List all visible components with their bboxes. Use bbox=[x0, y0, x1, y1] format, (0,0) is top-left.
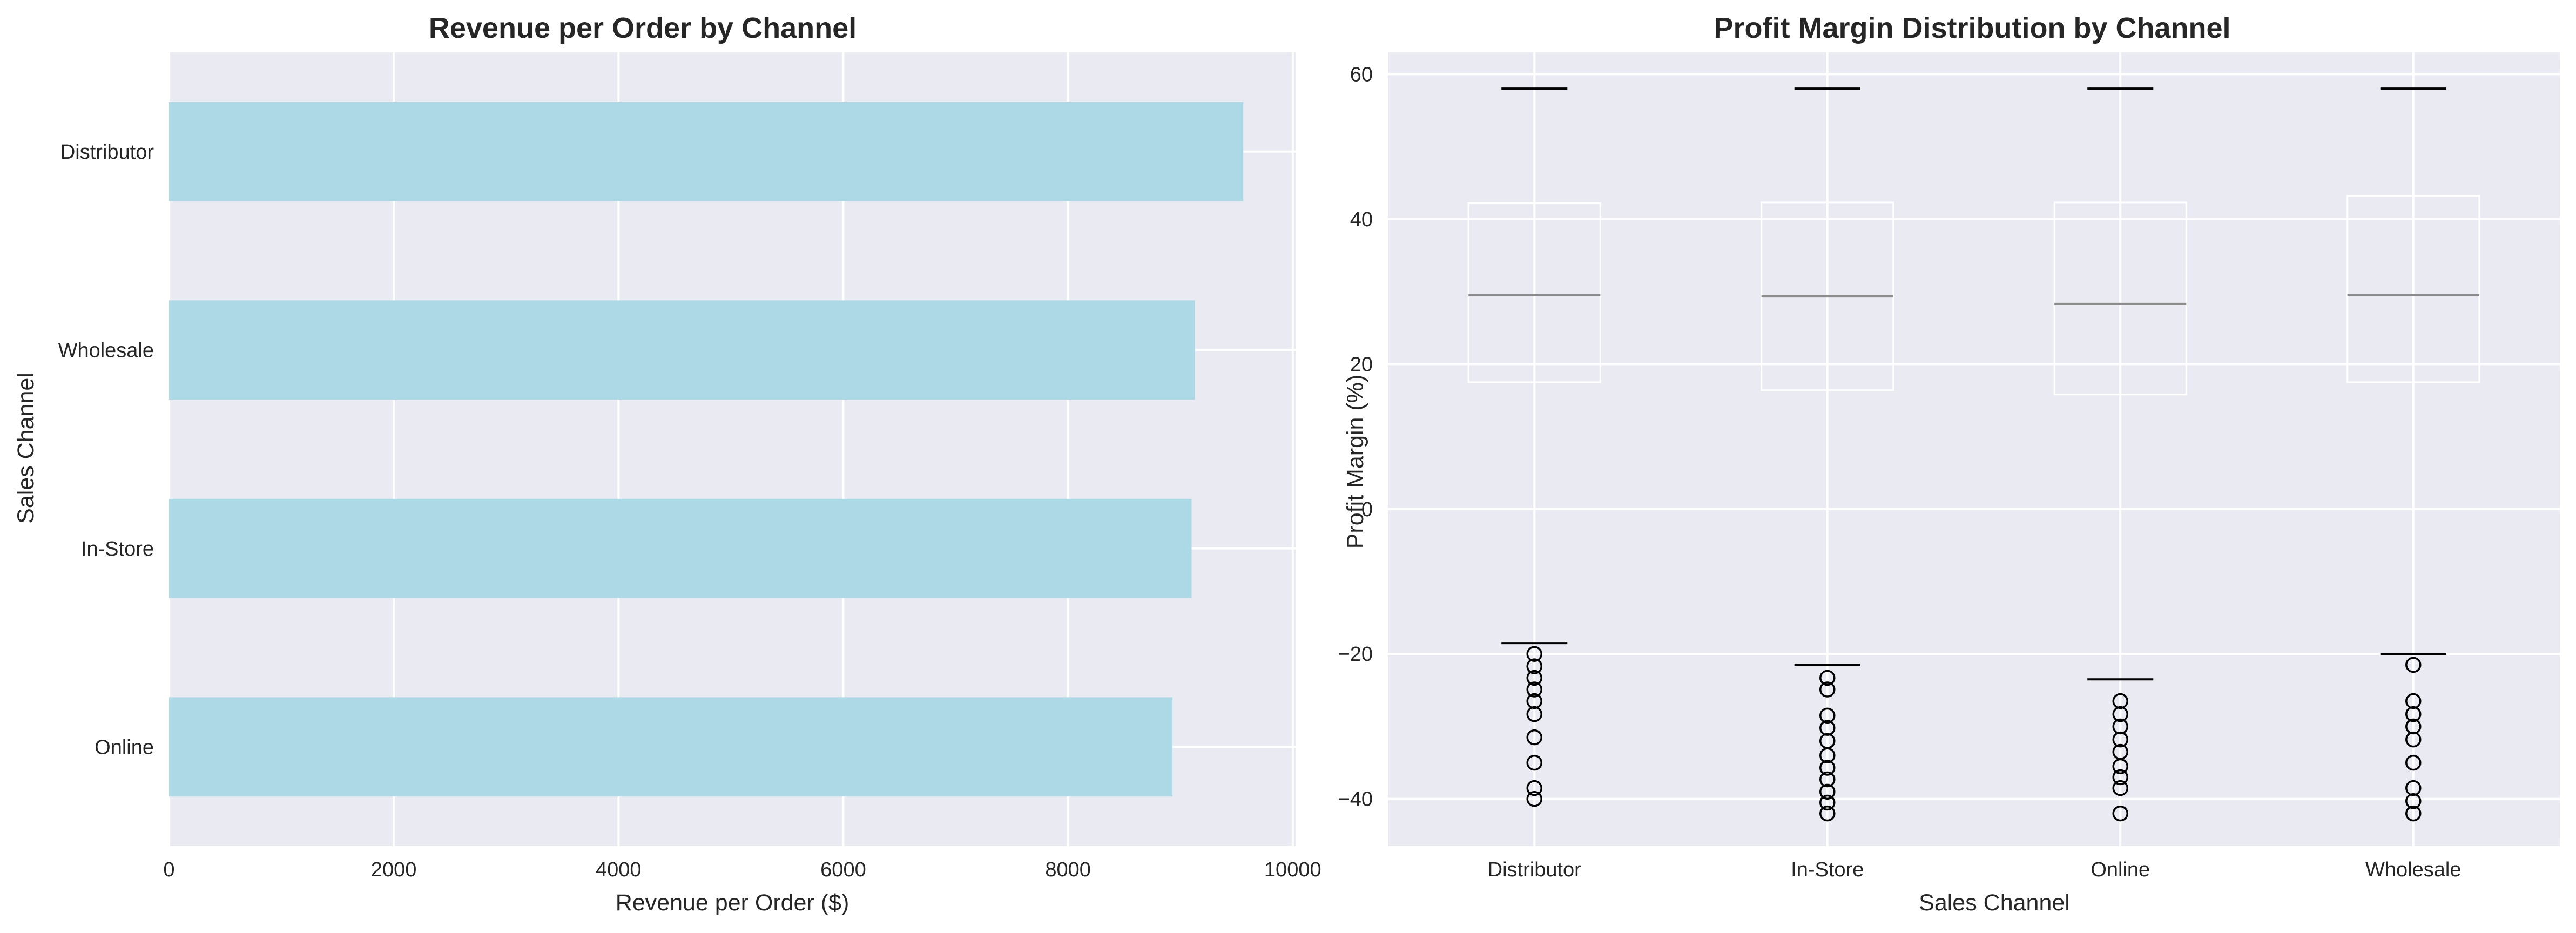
y-tick-label: 20 bbox=[1350, 353, 1373, 376]
x-tick-label: 10000 bbox=[1264, 858, 1321, 881]
outlier-point bbox=[1819, 670, 1836, 686]
x-tick-labels: Distributor In-Store Online Wholesale bbox=[1488, 858, 2462, 881]
box-online bbox=[2053, 87, 2187, 822]
outlier-point bbox=[1819, 747, 1836, 763]
outlier-point bbox=[2112, 780, 2128, 796]
x-tick-label: Wholesale bbox=[2365, 858, 2461, 881]
outlier-point bbox=[1526, 646, 1542, 662]
bars bbox=[169, 102, 1244, 797]
outlier-point bbox=[2405, 731, 2422, 748]
box-wholesale bbox=[2346, 87, 2480, 822]
x-tick-label: Online bbox=[2091, 858, 2150, 881]
outlier-point bbox=[1526, 681, 1542, 698]
outlier-point bbox=[2112, 758, 2128, 775]
y-tick-label: 40 bbox=[1350, 208, 1373, 231]
outlier-point bbox=[1526, 754, 1542, 771]
y-tick-label: In-Store bbox=[81, 538, 154, 560]
x-axis-label: Sales Channel bbox=[1919, 890, 2070, 916]
interquartile-box bbox=[2053, 201, 2187, 396]
outlier-point bbox=[2112, 805, 2128, 822]
outlier-point bbox=[2405, 793, 2422, 809]
y-axis-label: Sales Channel bbox=[13, 373, 39, 524]
x-tick-label: 4000 bbox=[596, 858, 642, 881]
outlier-point bbox=[1526, 658, 1542, 674]
outlier-point bbox=[1819, 805, 1836, 822]
y-tick-label: Wholesale bbox=[58, 339, 154, 362]
profit-margin-box-plot: Distributor In-Store Online Wholesale −40 −2… bbox=[1338, 12, 2560, 916]
outlier-point bbox=[2112, 693, 2128, 709]
outlier-point bbox=[2405, 693, 2422, 709]
x-tick-label: 8000 bbox=[1045, 858, 1091, 881]
plot-area-background bbox=[1388, 52, 2560, 846]
outlier-point bbox=[1526, 729, 1542, 746]
outlier-point bbox=[2405, 754, 2422, 771]
outlier-point bbox=[1819, 760, 1836, 776]
outlier-point bbox=[2112, 731, 2128, 748]
outlier-point bbox=[2112, 718, 2128, 735]
outlier-point bbox=[1819, 720, 1836, 736]
outlier-point bbox=[1526, 706, 1542, 722]
outlier-point bbox=[1526, 790, 1542, 807]
y-tick-labels: Distributor Wholesale In-Store Online bbox=[58, 141, 154, 759]
outlier-point bbox=[2405, 657, 2422, 673]
interquartile-box bbox=[1467, 202, 1601, 383]
y-tick-label: −40 bbox=[1338, 788, 1373, 811]
x-tick-label: 0 bbox=[163, 858, 174, 881]
outlier-point bbox=[1819, 681, 1836, 698]
x-axis-label: Revenue per Order ($) bbox=[616, 890, 849, 916]
outlier-point bbox=[2405, 706, 2422, 722]
outlier-point bbox=[1819, 707, 1836, 724]
outlier-point bbox=[1526, 670, 1542, 686]
bar-online bbox=[169, 697, 1173, 797]
y-tick-labels: −40 −20 0 20 40 60 bbox=[1338, 63, 1373, 810]
box-in-store bbox=[1761, 87, 1894, 822]
x-tick-label: Distributor bbox=[1488, 858, 1581, 881]
x-tick-labels: 0 2000 4000 6000 8000 10000 bbox=[163, 858, 1321, 881]
outlier-point bbox=[1819, 783, 1836, 800]
y-axis-label: Profit Margin (%) bbox=[1343, 375, 1368, 549]
interquartile-box bbox=[2346, 195, 2480, 383]
outlier-point bbox=[1526, 780, 1542, 796]
chart-title: Profit Margin Distribution by Channel bbox=[1714, 12, 2231, 44]
revenue-bar-chart: 0 2000 4000 6000 8000 10000 Distributor Wholes… bbox=[13, 12, 1321, 916]
outlier-point bbox=[2405, 718, 2422, 735]
x-tick-label: In-Store bbox=[1791, 858, 1864, 881]
y-tick-label: Online bbox=[95, 736, 154, 759]
y-tick-label: 0 bbox=[1361, 498, 1373, 521]
bar-wholesale bbox=[169, 300, 1195, 400]
y-tick-label: Distributor bbox=[60, 141, 154, 164]
boxes bbox=[1467, 87, 2480, 822]
y-tick-label: 60 bbox=[1350, 63, 1373, 86]
x-tick-label: 2000 bbox=[371, 858, 417, 881]
outlier-point bbox=[2112, 769, 2128, 786]
outlier-point bbox=[1526, 693, 1542, 709]
box-distributor bbox=[1467, 87, 1601, 807]
outlier-point bbox=[1819, 771, 1836, 788]
bar-distributor bbox=[169, 102, 1244, 201]
outlier-point bbox=[2405, 780, 2422, 796]
outlier-point bbox=[2405, 805, 2422, 822]
outlier-point bbox=[2112, 706, 2128, 722]
bar-in-store bbox=[169, 498, 1192, 598]
x-tick-label: 6000 bbox=[820, 858, 866, 881]
y-tick-label: −20 bbox=[1338, 643, 1373, 666]
outlier-point bbox=[1819, 794, 1836, 811]
chart-title: Revenue per Order by Channel bbox=[429, 12, 857, 44]
